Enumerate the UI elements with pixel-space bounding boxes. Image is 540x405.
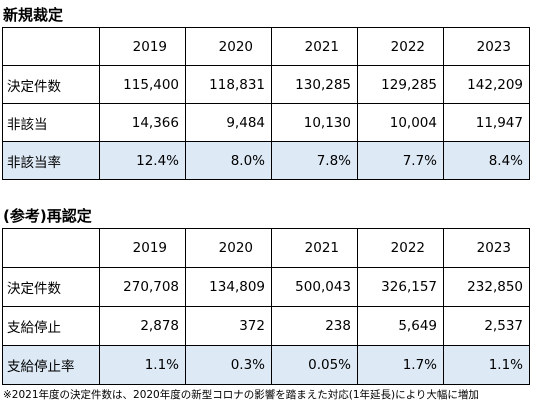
table2-row-suspension-rate: 支給停止率 1.1% 0.3% 0.05% 1.7% 1.1% [2,345,530,385]
value-cell: 115,400 [99,65,186,104]
table2-row-decisions: 決定件数 270,708 134,809 500,043 326,157 232… [2,267,530,307]
table2-row-suspension: 支給停止 2,878 372 238 5,649 2,537 [2,306,530,346]
value-cell: 10,004 [357,103,444,142]
value-cell: 270,708 [99,267,186,307]
value-cell: 8.4% [443,141,530,180]
table1-row-not-applicable-rate: 非該当率 12.4% 8.0% 7.8% 7.7% 8.4% [2,141,530,180]
table2-year-cell: 2022 [357,228,444,268]
value-cell: 1.7% [357,345,444,385]
value-cell: 14,366 [99,103,186,142]
value-cell: 2,537 [443,306,530,346]
row-label: 非該当率 [2,141,100,180]
value-cell: 372 [185,306,272,346]
value-cell: 12.4% [99,141,186,180]
table1-row-not-applicable: 非該当 14,366 9,484 10,130 10,004 11,947 [2,103,530,142]
value-cell: 129,285 [357,65,444,104]
value-cell: 11,947 [443,103,530,142]
table1-year-cell: 2021 [271,27,358,66]
table1-title: 新規裁定 [3,6,64,24]
table2-year-cell: 2019 [99,228,186,268]
table1-year-cell: 2022 [357,27,444,66]
table2-corner-cell [2,228,100,268]
row-label: 決定件数 [2,267,100,307]
table1-corner-cell [2,27,100,66]
table2-year-cell: 2023 [443,228,530,268]
value-cell: 8.0% [185,141,272,180]
value-cell: 130,285 [271,65,358,104]
value-cell: 0.05% [271,345,358,385]
table1-year-cell: 2020 [185,27,272,66]
value-cell: 134,809 [185,267,272,307]
value-cell: 7.8% [271,141,358,180]
footnote: ※2021年度の決定件数は、2020年度の新型コロナの影響を踏まえた対応(1年延… [3,389,479,401]
value-cell: 500,043 [271,267,358,307]
value-cell: 1.1% [443,345,530,385]
value-cell: 1.1% [99,345,186,385]
table1-year-cell: 2023 [443,27,530,66]
value-cell: 238 [271,306,358,346]
table1-row-decisions: 決定件数 115,400 118,831 130,285 129,285 142… [2,65,530,104]
value-cell: 142,209 [443,65,530,104]
row-label: 支給停止率 [2,345,100,385]
new-ruling-table: 2019 2020 2021 2022 2023 決定件数 115,400 11… [2,27,530,180]
row-label: 非該当 [2,103,100,142]
value-cell: 5,649 [357,306,444,346]
table2-title: (参考)再認定 [3,207,92,225]
row-label: 決定件数 [2,65,100,104]
value-cell: 232,850 [443,267,530,307]
re-certification-table: 2019 2020 2021 2022 2023 決定件数 270,708 13… [2,228,530,385]
value-cell: 118,831 [185,65,272,104]
value-cell: 9,484 [185,103,272,142]
value-cell: 326,157 [357,267,444,307]
value-cell: 2,878 [99,306,186,346]
table2-year-cell: 2020 [185,228,272,268]
value-cell: 10,130 [271,103,358,142]
row-label: 支給停止 [2,306,100,346]
table2-year-cell: 2021 [271,228,358,268]
table2-header-row: 2019 2020 2021 2022 2023 [2,228,530,268]
value-cell: 7.7% [357,141,444,180]
value-cell: 0.3% [185,345,272,385]
table1-header-row: 2019 2020 2021 2022 2023 [2,27,530,66]
table1-year-cell: 2019 [99,27,186,66]
